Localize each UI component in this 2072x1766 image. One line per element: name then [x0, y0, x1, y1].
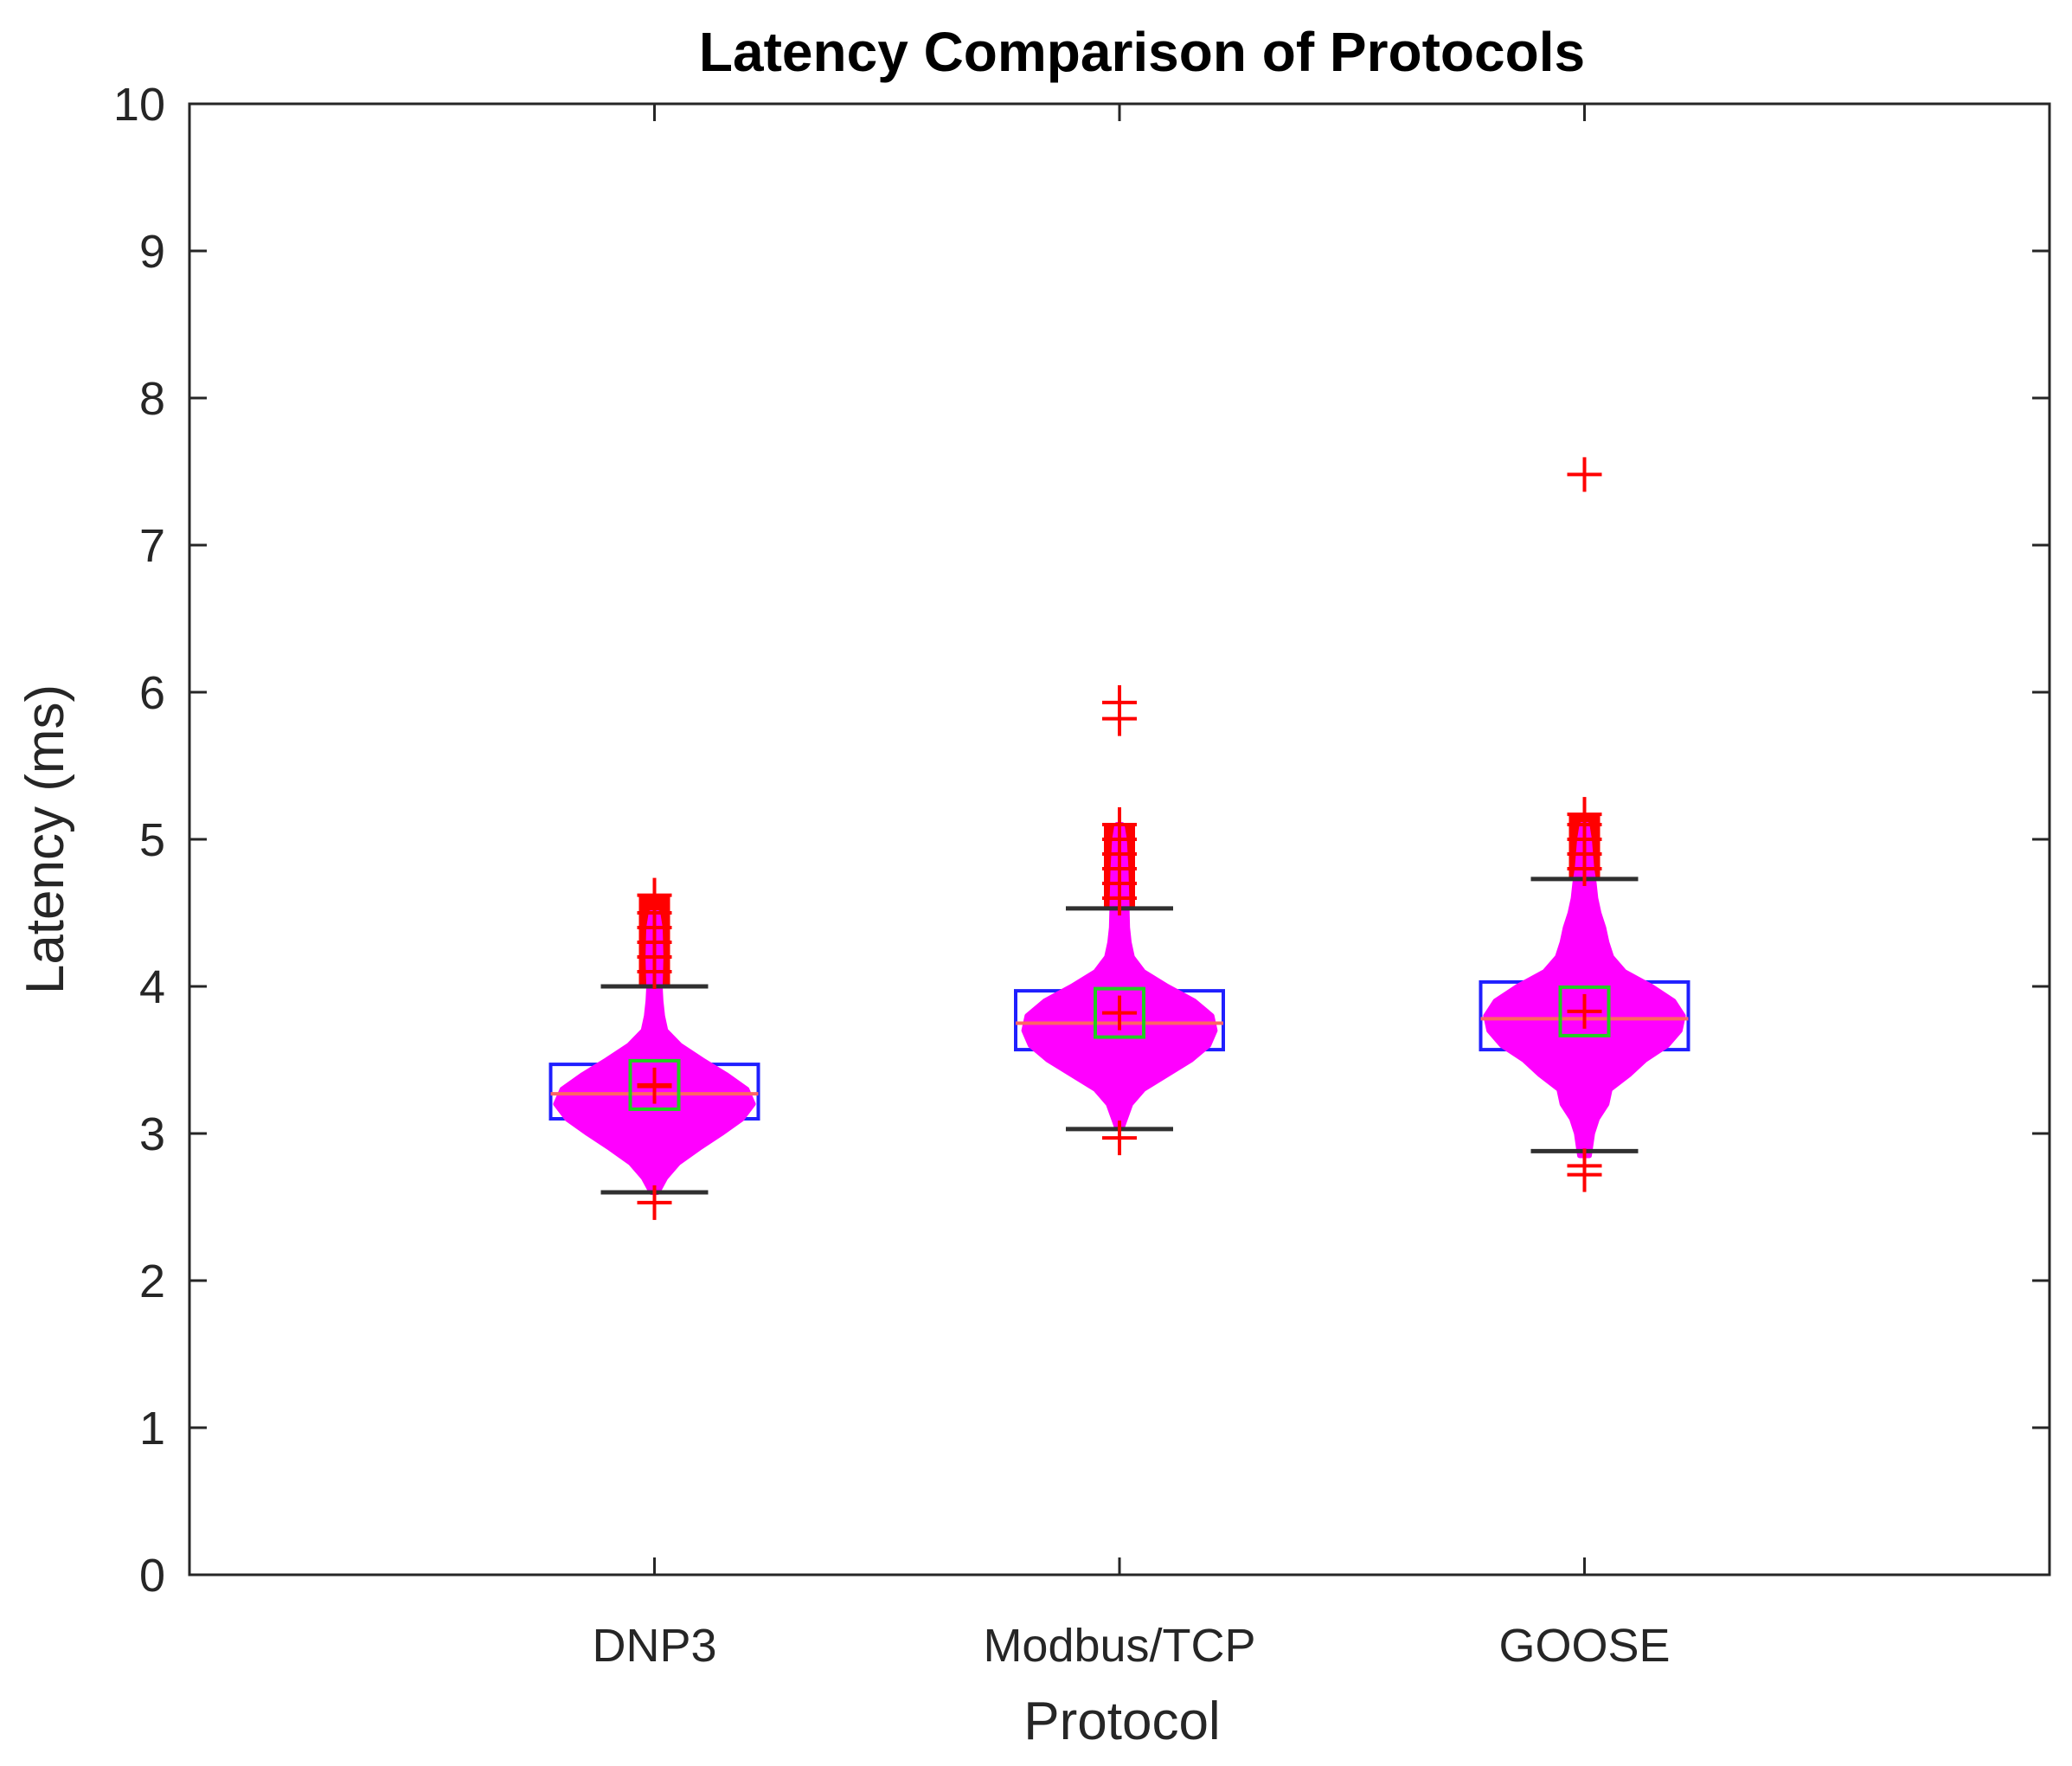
x-tick-label: Modbus/TCP	[983, 1620, 1255, 1672]
outlier-point	[637, 877, 672, 913]
y-tick-label: 4	[139, 961, 165, 1013]
mean-marker	[1094, 986, 1145, 1039]
y-tick-label: 9	[139, 226, 165, 278]
mean-cross	[1102, 995, 1137, 1031]
mean-cross	[1567, 993, 1602, 1029]
outlier-point	[1102, 807, 1137, 842]
y-tick-label: 0	[139, 1550, 165, 1602]
mean-marker	[628, 1058, 681, 1111]
chart-title: Latency Comparison of Protocols	[699, 21, 1585, 83]
box-plot-goose	[1479, 457, 1690, 1192]
outlier-point	[1102, 1121, 1137, 1156]
outlier-point	[637, 1185, 672, 1220]
y-tick-label: 10	[113, 79, 165, 131]
y-axis-label: Latency (ms)	[16, 684, 75, 994]
outlier-point	[637, 1069, 672, 1104]
x-axis: DNP3 Modbus/TCP GOOSE	[592, 104, 1671, 1672]
y-tick-label: 5	[139, 814, 165, 866]
outlier-point	[1102, 684, 1137, 720]
y-tick-label: 7	[139, 520, 165, 572]
x-tick-label: DNP3	[592, 1620, 716, 1672]
y-tick-label: 2	[139, 1255, 165, 1307]
y-tick-label: 1	[139, 1403, 165, 1455]
box-plot-dnp3	[548, 877, 760, 1220]
box-plot-modbus-tcp	[1014, 684, 1225, 1156]
outlier-point	[1567, 457, 1602, 492]
box-plots	[548, 457, 1690, 1220]
y-tick-label: 3	[139, 1108, 165, 1160]
y-axis: 0 1 2 3 4 5 6 7 8 9 10	[113, 79, 2050, 1602]
y-tick-label: 6	[139, 667, 165, 719]
mean-marker	[1558, 985, 1611, 1037]
outlier-point	[1567, 797, 1602, 832]
x-axis-label: Protocol	[1023, 1692, 1220, 1751]
outlier-point	[1567, 1148, 1602, 1184]
y-tick-label: 8	[139, 373, 165, 425]
x-tick-label: GOOSE	[1498, 1620, 1670, 1672]
